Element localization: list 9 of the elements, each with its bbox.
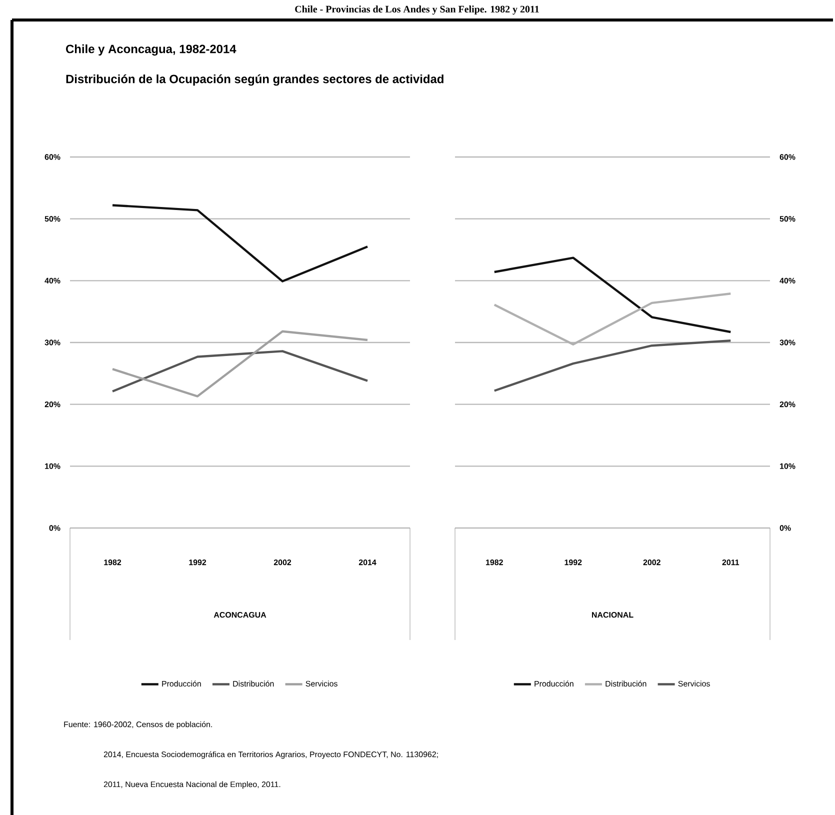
line-series	[111, 350, 369, 392]
line-series	[493, 256, 732, 334]
line-series	[493, 292, 732, 346]
line-series	[111, 204, 369, 282]
chart-subtitle: Distribución de la Ocupación según grandes sectores de actividad	[66, 74, 444, 86]
line-series	[493, 340, 732, 392]
line-series	[111, 330, 369, 398]
chart-title: Chile y Aconcagua, 1982-2014	[66, 44, 236, 56]
text: Chile - Provincias de Los Andes y San Felipe. 1982 y 2011	[295, 6, 539, 15]
